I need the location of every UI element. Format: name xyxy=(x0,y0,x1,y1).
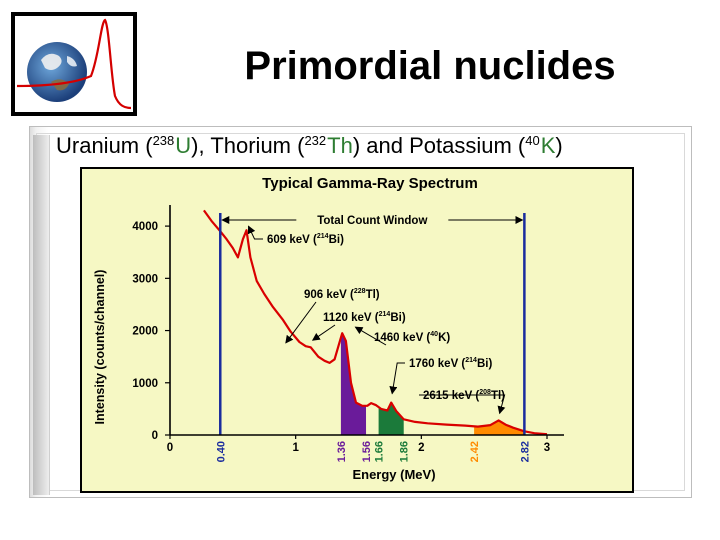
peak-arrow-2 xyxy=(311,324,336,341)
potassium-symbol: K xyxy=(540,133,556,158)
logo-frame xyxy=(11,12,137,116)
y-tick-label-2: 2000 xyxy=(132,326,158,338)
x-tick-label-3: 3 xyxy=(544,442,550,454)
band-bound-label-3: 1.86 xyxy=(399,441,411,462)
thorium-mass: 232 xyxy=(304,133,327,148)
peak-label-0: 609 keV (214Bi) xyxy=(267,233,344,246)
y-tick-label-0: 0 xyxy=(152,430,158,442)
chart-title: Typical Gamma-Ray Spectrum xyxy=(262,175,478,192)
x-tick-label-0: 0 xyxy=(167,442,173,454)
thorium-symbol: Th xyxy=(327,133,353,158)
spectrum-line xyxy=(203,209,548,436)
uranium-mass: 238 xyxy=(152,133,175,148)
peak-label-3: 1460 keV (40K) xyxy=(374,331,450,344)
y-axis-label: Intensity (counts/channel) xyxy=(93,270,107,425)
peak-arrow-5 xyxy=(419,394,506,415)
peak-label-5: 2615 keV (208Tl) xyxy=(423,389,505,402)
energy-band-2 xyxy=(474,420,525,435)
subtitle-text-2: ), Thorium ( xyxy=(191,133,305,158)
slide-subtitle: Uranium (238U), Thorium (232Th) and Pota… xyxy=(56,133,563,159)
x-tick-label-2: 2 xyxy=(418,442,424,454)
peak-arrow-4 xyxy=(389,362,405,395)
x-axis-label: Energy (MeV) xyxy=(352,467,435,482)
peak-label-1: 906 keV (228Tl) xyxy=(304,288,380,301)
subtitle-text-3: ) and Potassium ( xyxy=(352,133,526,158)
window-bound-label-0: 0.40 xyxy=(215,441,227,462)
peak-arrow-0 xyxy=(247,225,263,240)
y-tick-label-3: 3000 xyxy=(132,273,158,285)
peak-label-2: 1120 keV (214Bi) xyxy=(323,311,406,324)
band-bound-label-0: 1.36 xyxy=(336,441,348,462)
subtitle-text-1: Uranium ( xyxy=(56,133,153,158)
x-tick-label-1: 1 xyxy=(292,442,299,454)
slide-title: Primordial nuclides xyxy=(244,44,616,88)
peak-arrow-1 xyxy=(285,301,317,344)
potassium-mass: 40 xyxy=(525,133,540,148)
earth-with-spectrum-logo-icon xyxy=(16,18,132,110)
window-bound-label-1: 2.82 xyxy=(519,441,531,462)
y-tick-label-1: 1000 xyxy=(132,378,158,390)
peak-label-4: 1760 keV (214Bi) xyxy=(409,357,492,370)
subtitle-text-4: ) xyxy=(555,133,563,158)
y-tick-label-4: 4000 xyxy=(132,221,158,233)
chart-title-box xyxy=(210,172,530,192)
band-bound-label-2: 1.66 xyxy=(374,441,386,462)
band-bound-label-1: 1.56 xyxy=(361,441,373,462)
peak-arrow-3 xyxy=(354,326,387,346)
gamma-spectrum-chart: Typical Gamma-Ray Spectrum Total Count W… xyxy=(80,167,634,493)
uranium-symbol: U xyxy=(175,133,192,158)
decorative-side-bar xyxy=(33,135,50,495)
band-bound-label-4: 2.42 xyxy=(469,441,481,462)
total-count-window-label: Total Count Window xyxy=(317,215,427,227)
